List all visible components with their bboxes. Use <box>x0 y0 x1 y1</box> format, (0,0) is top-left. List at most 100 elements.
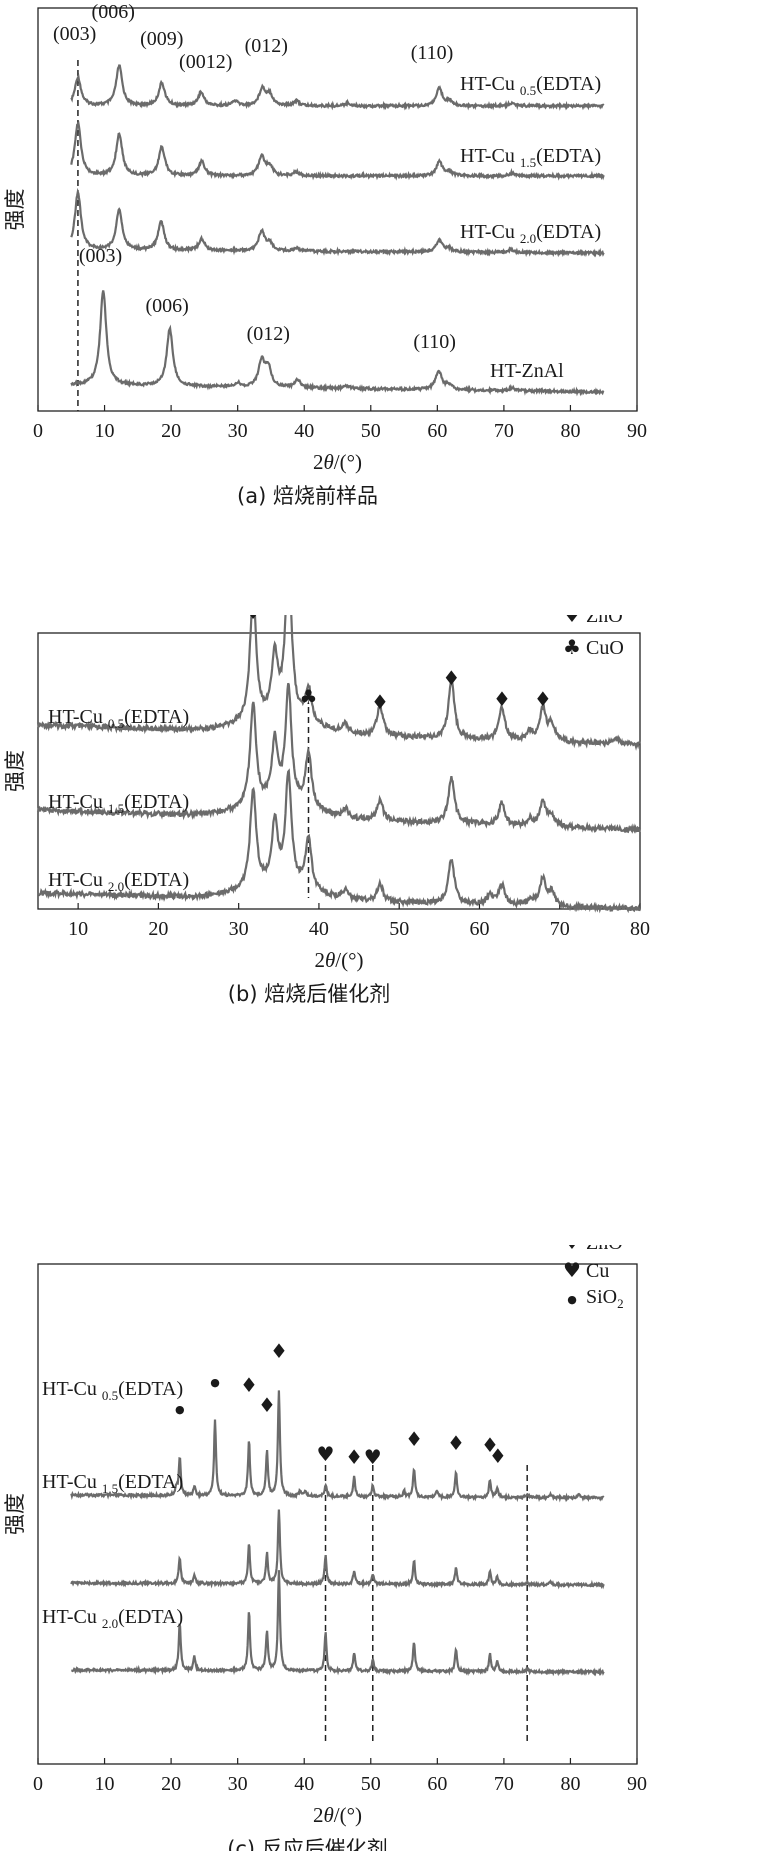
plot-frame <box>37 7 638 412</box>
x-tick-label: 70 <box>494 1773 514 1795</box>
xrd-chart-before-calcination: 0 10 20 30 40 50 60 70 80 90 2θ/(°) 强度 (a) 焙烧前样品 HT-C… <box>3 1 647 508</box>
peak-label: (012) <box>247 323 290 345</box>
legend-symbol: ♥ <box>563 1258 581 1282</box>
x-tick-label: 20 <box>148 918 168 940</box>
x-tick-label: 40 <box>294 420 314 442</box>
x-tick-label: 10 <box>68 918 88 940</box>
peak-marker: ♥ <box>317 1442 335 1466</box>
x-tick-label: 0 <box>33 1773 43 1795</box>
peak-label: (110) <box>413 331 456 353</box>
x-tick-label: 90 <box>627 1773 647 1795</box>
peak-marker: ♦ <box>534 687 552 711</box>
x-tick-label: 50 <box>389 918 409 940</box>
plot-area: 0 10 20 30 40 50 60 70 80 90 2θ/(°) 强度 (c) 反应后催化剂 HT-… <box>3 1245 647 1851</box>
series-label: HT-Cu 0.5(EDTA) <box>48 706 189 731</box>
figure-caption: (a) 焙烧前样品 <box>237 484 378 508</box>
peak-marker: ♦ <box>258 1393 276 1417</box>
legend-label: ZnO <box>586 1245 623 1254</box>
x-tick-label: 80 <box>630 918 650 940</box>
legend-symbol: ♦ <box>563 1245 581 1254</box>
peak-label: (003) <box>53 23 96 45</box>
x-tick-label: 0 <box>33 420 43 442</box>
x-tick-label: 80 <box>560 1773 580 1795</box>
xrd-chart-after-calcination: 10 20 30 40 50 60 70 80 2θ/(°) 强度 (b) 焙烧后催化剂 HT-Cu … <box>3 615 650 1006</box>
x-tick-label: 50 <box>361 1773 381 1795</box>
x-tick-label: 60 <box>427 420 447 442</box>
x-tick-label: 70 <box>550 918 570 940</box>
series-line <box>37 768 642 914</box>
peak-marker: ● <box>175 1403 185 1416</box>
series-label: HT-Cu 2.0(EDTA) <box>48 869 189 894</box>
peak-label: (009) <box>140 28 183 50</box>
figure-caption: (b) 焙烧后催化剂 <box>228 982 390 1006</box>
y-axis-label: 强度 <box>3 1493 27 1535</box>
panel-a: 0 10 20 30 40 50 60 70 80 90 2θ/(°) 强度 (a) 焙烧前样品 HT-C… <box>0 0 779 600</box>
peak-label: (0012) <box>179 51 232 73</box>
series-label: HT-Cu 1.5(EDTA) <box>48 791 189 816</box>
legend-symbol: ♦ <box>563 615 581 627</box>
x-tick-label: 30 <box>228 1773 248 1795</box>
series-label: HT-Cu 1.5(EDTA) <box>460 145 601 170</box>
x-axis-label: 2θ/(°) <box>314 948 363 972</box>
plot-area: 0 10 20 30 40 50 60 70 80 90 2θ/(°) 强度 (a) 焙烧前样品 HT-C… <box>3 1 647 508</box>
x-tick-label: 30 <box>228 420 248 442</box>
x-axis-label: 2θ/(°) <box>313 1803 362 1827</box>
x-tick-label: 40 <box>309 918 329 940</box>
x-tick-label: 60 <box>469 918 489 940</box>
series-line <box>70 1390 605 1503</box>
peak-marker: ♦ <box>442 666 460 690</box>
x-tick-label: 50 <box>361 420 381 442</box>
legend-symbol: ● <box>567 1293 577 1306</box>
x-tick-label: 60 <box>427 1773 447 1795</box>
x-tick-label: 10 <box>95 420 115 442</box>
legend-symbol: ♣ <box>563 635 581 659</box>
peak-marker: ♦ <box>240 1373 258 1397</box>
peak-marker: ♦ <box>481 1433 499 1457</box>
x-tick-label: 10 <box>95 1773 115 1795</box>
figure-caption: (c) 反应后催化剂 <box>227 1837 388 1851</box>
peak-marker: ♦ <box>345 1445 363 1469</box>
panel-c: 0 10 20 30 40 50 60 70 80 90 2θ/(°) 强度 (c) 反应后催化剂 HT-… <box>0 1245 779 1851</box>
series-line <box>70 187 605 258</box>
series-label: HT-Cu 2.0(EDTA) <box>42 1606 183 1631</box>
peak-label: (012) <box>245 35 288 57</box>
peak-marker: ♦ <box>371 690 389 714</box>
peak-marker: ♦ <box>244 615 262 624</box>
series-label: HT-Cu 0.5(EDTA) <box>460 73 601 98</box>
plot-frame <box>37 1263 638 1765</box>
series-label: HT-Cu 2.0(EDTA) <box>460 221 601 246</box>
peak-marker: ♣ <box>300 685 318 709</box>
x-tick-label: 40 <box>294 1773 314 1795</box>
x-tick-label: 30 <box>229 918 249 940</box>
y-axis-label: 强度 <box>3 189 27 231</box>
x-tick-label: 90 <box>627 420 647 442</box>
xrd-chart-after-reaction: 0 10 20 30 40 50 60 70 80 90 2θ/(°) 强度 (c) 反应后催化剂 HT-… <box>3 1245 647 1851</box>
peak-marker: ♦ <box>493 687 511 711</box>
legend-label: ZnO <box>586 615 623 627</box>
peak-marker: ● <box>210 1376 220 1389</box>
peak-marker: ♦ <box>447 1431 465 1455</box>
peak-marker: ♦ <box>405 1427 423 1451</box>
x-tick-label: 80 <box>560 420 580 442</box>
legend-label: CuO <box>586 637 624 659</box>
series-line <box>70 64 605 111</box>
legend-label: SiO2 <box>586 1286 624 1311</box>
peak-marker: ♦ <box>489 1444 507 1468</box>
plot-area: 10 20 30 40 50 60 70 80 2θ/(°) 强度 (b) 焙烧后催化剂 HT-Cu … <box>3 615 650 1006</box>
x-tick-label: 20 <box>161 1773 181 1795</box>
y-axis-label: 强度 <box>3 750 27 792</box>
plot-frame <box>37 632 641 910</box>
x-tick-label: 70 <box>494 420 514 442</box>
series-line <box>36 615 641 751</box>
peak-label: (003) <box>79 245 122 267</box>
series-line <box>70 290 605 397</box>
peak-label: (110) <box>411 42 454 64</box>
peak-marker: ♦ <box>270 1339 288 1363</box>
series-line <box>36 682 642 834</box>
peak-label: (006) <box>92 1 135 23</box>
x-tick-label: 20 <box>161 420 181 442</box>
legend-label: Cu <box>586 1260 609 1282</box>
peak-marker: ♥ <box>364 1445 382 1469</box>
panel-b: 10 20 30 40 50 60 70 80 2θ/(°) 强度 (b) 焙烧后催化剂 HT-Cu … <box>0 615 779 1235</box>
series-label: HT-ZnAl <box>490 360 564 382</box>
